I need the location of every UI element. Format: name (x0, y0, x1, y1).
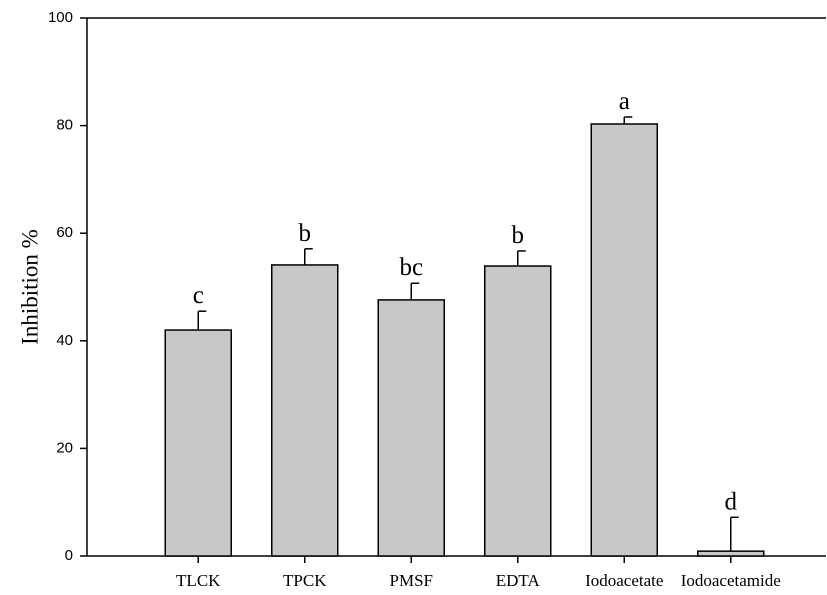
significance-letter: b (299, 220, 312, 247)
x-tick-label: EDTA (496, 571, 541, 590)
error-bar (410, 282, 420, 300)
x-tick-label: TPCK (283, 571, 327, 590)
y-tick-label: 20 (56, 439, 73, 456)
error-bar (623, 116, 633, 124)
bar (377, 299, 445, 557)
x-tick-label: TLCK (176, 571, 221, 590)
error-bar (730, 516, 739, 552)
y-axis-label: Inhibition % (17, 229, 42, 345)
x-tick-label: Iodoacetamide (681, 571, 781, 590)
error-bar (304, 248, 313, 265)
error-bar (517, 250, 526, 267)
bar (164, 329, 232, 557)
y-tick-label: 60 (56, 224, 73, 241)
x-tick-label: PMSF (390, 571, 433, 590)
significance-letter: d (725, 488, 738, 515)
bar (271, 264, 339, 557)
y-tick-label: 0 (65, 547, 73, 564)
significance-letter: bc (399, 254, 423, 281)
bar (484, 265, 552, 557)
y-tick-label: 100 (48, 9, 73, 26)
bar (590, 123, 658, 557)
significance-letter: b (512, 222, 525, 249)
error-bar (197, 310, 207, 331)
y-tick-label: 40 (56, 332, 73, 349)
significance-letter: a (619, 88, 630, 115)
x-tick-label: Iodoacetate (585, 571, 663, 590)
bar (697, 550, 765, 557)
y-tick-label: 80 (56, 117, 73, 134)
significance-letter: c (193, 282, 204, 309)
